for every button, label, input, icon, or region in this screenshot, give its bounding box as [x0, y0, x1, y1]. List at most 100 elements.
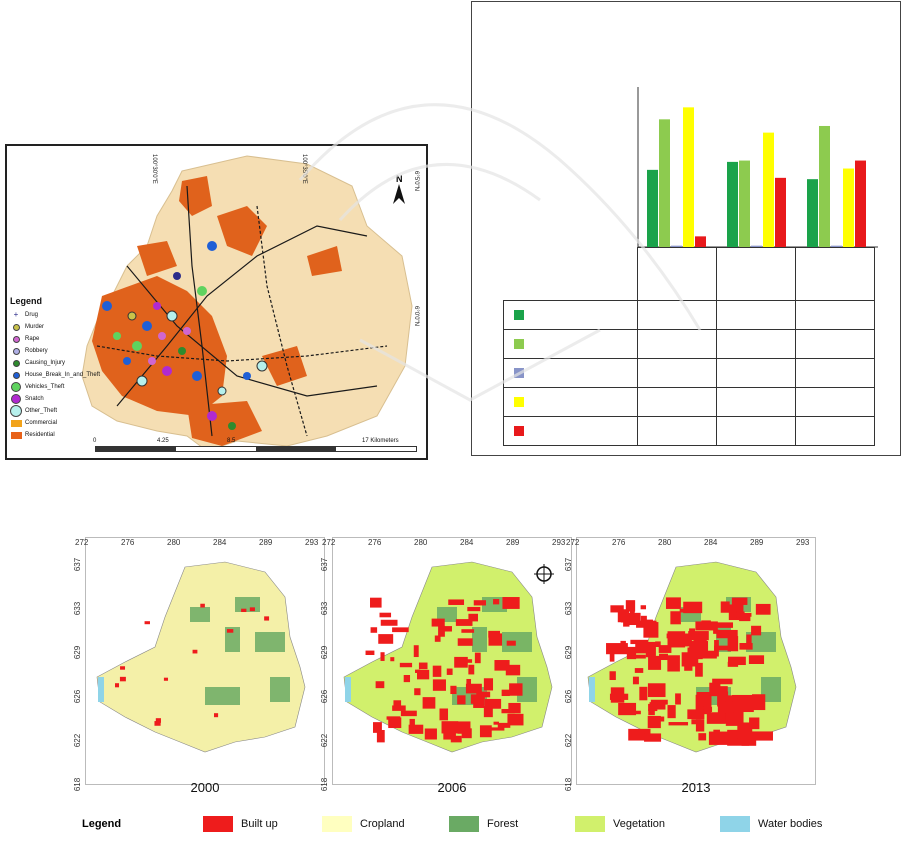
legend-label: Murder [25, 324, 45, 330]
legend-item: House_Break_In_and_Theft [10, 369, 118, 381]
y-tick-label: 637 [73, 557, 83, 572]
legend-label: Rape [25, 336, 40, 342]
table-cell [715, 358, 796, 388]
chart-data-table [503, 247, 875, 446]
scale-label: 8.5 [227, 438, 236, 444]
x-tick-label: 289 [506, 538, 520, 547]
legend-symbol [10, 431, 22, 439]
north-label: N [396, 174, 403, 184]
series-cell [503, 416, 638, 446]
y-tick-label: 618 [564, 777, 574, 792]
series-swatch [514, 425, 524, 436]
legend-item: Robbery [10, 345, 118, 357]
legend-swatch [203, 816, 233, 832]
y-tick-label: 618 [320, 777, 330, 792]
legend-label: Built up [241, 818, 278, 830]
table-cell [794, 416, 875, 446]
legend-item: Causing_Injury [10, 357, 118, 369]
y-tick-label: 637 [320, 557, 330, 572]
legend-symbol [10, 335, 22, 343]
crime-map-legend: Legend + Drug Murder Rape Robbery Causing_Inj… [10, 296, 118, 441]
bar [831, 245, 842, 247]
series-swatch [514, 396, 524, 407]
series-swatch [514, 338, 524, 349]
lulc-map-graphic [85, 537, 325, 785]
series-swatch [514, 367, 524, 378]
y-tick-label: 622 [320, 733, 330, 748]
x-tick-label: 289 [259, 538, 273, 547]
x-tick-label: 272 [322, 538, 336, 547]
x-tick-label: 284 [460, 538, 474, 547]
lulc-legend-item: Water bodies [720, 816, 822, 832]
bar [727, 161, 738, 247]
table-row [503, 416, 875, 446]
crime-points [102, 241, 268, 430]
legend-item: + Drug [10, 309, 118, 321]
scale-label: 4.25 [157, 438, 169, 444]
table-cell [636, 387, 717, 417]
x-tick-label: 293 [796, 538, 810, 547]
legend-label: House_Break_In_and_Theft [25, 372, 101, 378]
bar [647, 169, 658, 247]
lulc-legend-item: Built up [203, 816, 278, 832]
x-tick-label: 293 [552, 538, 566, 547]
legend-label: Robbery [25, 348, 48, 354]
bar [807, 179, 818, 247]
bar [843, 168, 854, 247]
x-tick-label: 272 [75, 538, 89, 547]
bar [695, 236, 706, 247]
table-cell [715, 329, 796, 359]
table-corner [503, 247, 638, 301]
legend-item: Murder [10, 321, 118, 333]
coord-label: 6°0'0"N [413, 306, 419, 327]
series-cell [503, 300, 638, 330]
legend-label: Causing_Injury [25, 360, 66, 366]
lulc-map-2006 [332, 537, 572, 785]
legend-label: Other_Theft [25, 408, 58, 414]
y-tick-label: 629 [564, 645, 574, 660]
table-cell [636, 329, 717, 359]
y-tick-label: 633 [320, 601, 330, 616]
table-header-cell [715, 247, 796, 301]
lulc-legend-item: Vegetation [575, 816, 665, 832]
legend-symbol [10, 382, 22, 392]
series-cell [503, 329, 638, 359]
bar [739, 160, 750, 247]
bar [855, 160, 866, 247]
table-cell [636, 416, 717, 446]
x-tick-label: 280 [167, 538, 181, 547]
lulc-legend-item: Cropland [322, 816, 405, 832]
table-row [503, 329, 875, 359]
compass-icon [532, 562, 556, 591]
lulc-legend-title: Legend [82, 818, 122, 830]
legend-item: Commercial [10, 417, 118, 429]
legend-label: Water bodies [758, 818, 823, 830]
legend-symbol [10, 419, 22, 427]
table-cell [715, 300, 796, 330]
legend-item: Other_Theft [10, 405, 118, 417]
table-cell [636, 358, 717, 388]
legend-symbol: + [13, 310, 19, 319]
legend-swatch [449, 816, 479, 832]
legend-symbol [10, 394, 22, 404]
x-tick-label: 280 [414, 538, 428, 547]
y-tick-label: 626 [564, 689, 574, 704]
table-cell [715, 416, 796, 446]
table-cell [636, 300, 717, 330]
legend-symbol [10, 359, 22, 367]
table-cell [794, 358, 875, 388]
legend-swatch [322, 816, 352, 832]
legend-label: Cropland [360, 818, 405, 830]
bar [683, 107, 694, 247]
series-cell [503, 358, 638, 388]
legend-symbol [10, 405, 22, 417]
coord-label: 100°35'0"E [301, 154, 307, 184]
legend-label: Snatch [25, 396, 44, 402]
legend-label: Residential [25, 432, 55, 438]
x-tick-label: 276 [612, 538, 626, 547]
y-tick-label: 633 [73, 601, 83, 616]
y-tick-label: 633 [564, 601, 574, 616]
x-tick-label: 289 [750, 538, 764, 547]
scale-bar [95, 446, 417, 452]
lulc-map-2013 [576, 537, 816, 785]
